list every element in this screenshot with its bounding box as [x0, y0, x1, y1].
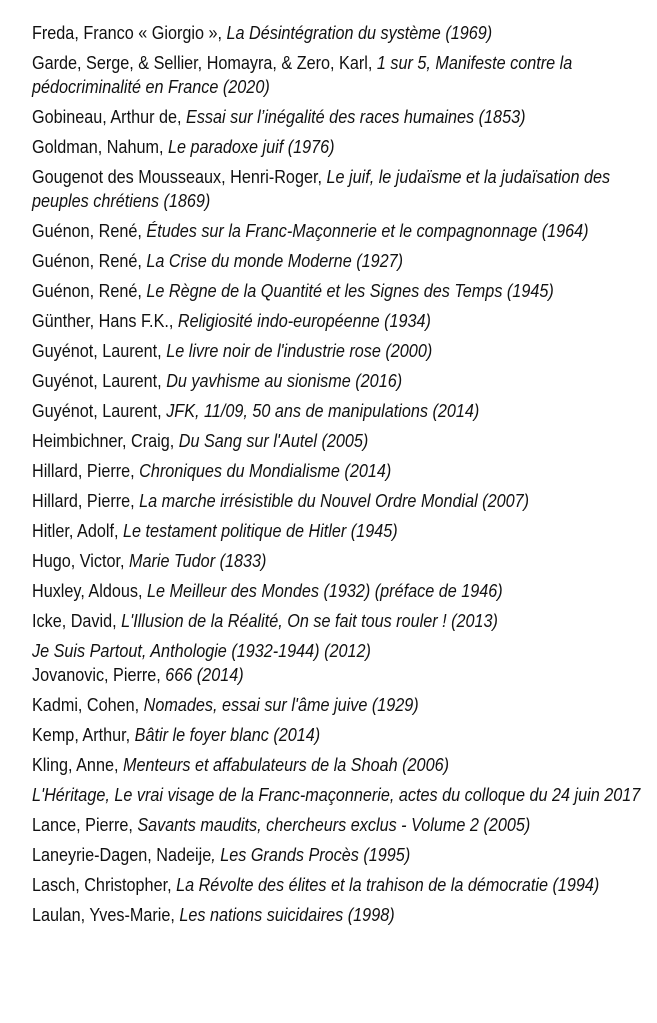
entry-title: Du yavhisme au sionisme (2016): [166, 371, 403, 391]
entry-author: Heimbichner, Craig,: [32, 431, 179, 451]
bibliography-entry: Günther, Hans F.K., Religiosité indo-eur…: [32, 309, 648, 333]
entry-author: Laneyrie-Dagen, Nadeije: [32, 845, 212, 865]
entry-author: Hitler, Adolf,: [32, 521, 123, 541]
entry-title: La Révolte des élites et la trahison de …: [176, 875, 600, 895]
entry-author: Guyénot, Laurent,: [32, 371, 167, 391]
entry-title: Les nations suicidaires (1998): [179, 905, 395, 925]
entry-author: Jovanovic, Pierre,: [32, 665, 166, 685]
entry-author: Huxley, Aldous,: [32, 581, 147, 601]
entry-author: Laulan, Yves-Marie,: [32, 905, 180, 925]
bibliography-entry: Heimbichner, Craig, Du Sang sur l'Autel …: [32, 429, 648, 453]
entry-author: Goldman, Nahum,: [32, 137, 168, 157]
entry-title: 1 sur 5, Manifeste contre la pédocrimina…: [32, 53, 573, 97]
entry-title: Religiosité indo-européenne (1934): [177, 311, 431, 331]
entry-title: Nomades, essai sur l'âme juive (1929): [143, 695, 419, 715]
entry-title: Études sur la Franc-Maçonnerie et le com…: [146, 221, 589, 241]
entry-title: Savants maudits, chercheurs exclus - Vol…: [137, 815, 531, 835]
bibliography-entry: Lance, Pierre, Savants maudits, chercheu…: [32, 813, 648, 837]
entry-author: Guyénot, Laurent,: [32, 341, 167, 361]
entry-author: Gobineau, Arthur de,: [32, 107, 187, 127]
entry-author: Günther, Hans F.K.,: [32, 311, 178, 331]
bibliography-entry: Hillard, Pierre, Chroniques du Mondialis…: [32, 459, 648, 483]
entry-title: , Les Grands Procès (1995): [211, 845, 411, 865]
entry-author: Lasch, Christopher,: [32, 875, 177, 895]
entry-author: Garde, Serge, & Sellier, Homayra, & Zero…: [32, 53, 377, 73]
bibliography-entry: Guénon, René, La Crise du monde Moderne …: [32, 249, 648, 273]
entry-author: Hillard, Pierre,: [32, 461, 140, 481]
entry-title: L'Héritage, Le vrai visage de la Franc-m…: [32, 785, 641, 805]
entry-title: Le testament politique de Hitler (1945): [122, 521, 398, 541]
bibliography-entry: Hillard, Pierre, La marche irrésistible …: [32, 489, 648, 513]
bibliography-entry: Gobineau, Arthur de, Essai sur l’inégali…: [32, 105, 648, 129]
entry-title: JFK, 11/09, 50 ans de manipulations (201…: [166, 401, 480, 421]
bibliography-entry: Laneyrie-Dagen, Nadeije, Les Grands Proc…: [32, 843, 648, 867]
entry-author: Hugo, Victor,: [32, 551, 129, 571]
bibliography-entry: Jovanovic, Pierre, 666 (2014): [32, 663, 648, 687]
entry-author: Guénon, René,: [32, 281, 147, 301]
bibliography-list: Freda, Franco « Giorgio », La Désintégra…: [32, 21, 648, 933]
bibliography-entry: Kling, Anne, Menteurs et affabulateurs d…: [32, 753, 648, 777]
bibliography-entry: Lasch, Christopher, La Révolte des élite…: [32, 873, 648, 897]
bibliography-entry: Hugo, Victor, Marie Tudor (1833): [32, 549, 648, 573]
bibliography-entry: Guénon, René, Études sur la Franc-Maçonn…: [32, 219, 648, 243]
entry-title: La Désintégration du système (1969): [226, 23, 493, 43]
entry-title: Le paradoxe juif (1976): [167, 137, 335, 157]
entry-author: Hillard, Pierre,: [32, 491, 140, 511]
bibliography-entry: Hitler, Adolf, Le testament politique de…: [32, 519, 648, 543]
entry-title: Le Meilleur des Mondes (1932) (préface d…: [146, 581, 503, 601]
entry-title: Le livre noir de l'industrie rose (2000): [166, 341, 433, 361]
entry-title: Bâtir le foyer blanc (2014): [134, 725, 321, 745]
bibliography-entry: Kemp, Arthur, Bâtir le foyer blanc (2014…: [32, 723, 648, 747]
bibliography-entry: Je Suis Partout, Anthologie (1932-1944) …: [32, 639, 648, 663]
bibliography-entry: Guénon, René, Le Règne de la Quantité et…: [32, 279, 648, 303]
entry-author: Lance, Pierre,: [32, 815, 138, 835]
entry-author: Gougenot des Mousseaux, Henri-Roger,: [32, 167, 327, 187]
bibliography-entry: Laulan, Yves-Marie, Les nations suicidai…: [32, 903, 648, 927]
entry-title: Du Sang sur l'Autel (2005): [178, 431, 369, 451]
bibliography-entry: Guyénot, Laurent, JFK, 11/09, 50 ans de …: [32, 399, 648, 423]
entry-title: Essai sur l’inégalité des races humaines…: [186, 107, 526, 127]
entry-title: L'Illusion de la Réalité, On se fait tou…: [121, 611, 498, 631]
bibliography-entry: Guyénot, Laurent, Le livre noir de l'ind…: [32, 339, 648, 363]
bibliography-entry: Guyénot, Laurent, Du yavhisme au sionism…: [32, 369, 648, 393]
entry-title: Je Suis Partout, Anthologie (1932-1944) …: [32, 641, 371, 661]
entry-author: Guénon, René,: [32, 221, 147, 241]
entry-author: Kadmi, Cohen,: [32, 695, 144, 715]
entry-title: Marie Tudor (1833): [128, 551, 267, 571]
bibliography-entry: Huxley, Aldous, Le Meilleur des Mondes (…: [32, 579, 648, 603]
entry-title: Le juif, le judaïsme et la judaïsation d…: [32, 167, 611, 211]
bibliography-entry: Icke, David, L'Illusion de la Réalité, O…: [32, 609, 648, 633]
entry-title: La marche irrésistible du Nouvel Ordre M…: [139, 491, 530, 511]
bibliography-entry: Garde, Serge, & Sellier, Homayra, & Zero…: [32, 51, 648, 99]
bibliography-entry: Goldman, Nahum, Le paradoxe juif (1976): [32, 135, 648, 159]
entry-author: Guénon, René,: [32, 251, 147, 271]
bibliography-entry: L'Héritage, Le vrai visage de la Franc-m…: [32, 783, 648, 807]
entry-title: Chroniques du Mondialisme (2014): [139, 461, 392, 481]
entry-title: 666 (2014): [165, 665, 244, 685]
entry-title: La Crise du monde Moderne (1927): [146, 251, 404, 271]
entry-author: Freda, Franco « Giorgio »,: [32, 23, 227, 43]
entry-author: Icke, David,: [32, 611, 122, 631]
bibliography-entry: Gougenot des Mousseaux, Henri-Roger, Le …: [32, 165, 648, 213]
entry-author: Guyénot, Laurent,: [32, 401, 167, 421]
entry-title: Le Règne de la Quantité et les Signes de…: [146, 281, 554, 301]
entry-author: Kemp, Arthur,: [32, 725, 135, 745]
bibliography-entry: Kadmi, Cohen, Nomades, essai sur l'âme j…: [32, 693, 648, 717]
bibliography-entry: Freda, Franco « Giorgio », La Désintégra…: [32, 21, 648, 45]
entry-author: Kling, Anne,: [32, 755, 123, 775]
entry-title: Menteurs et affabulateurs de la Shoah (2…: [122, 755, 449, 775]
